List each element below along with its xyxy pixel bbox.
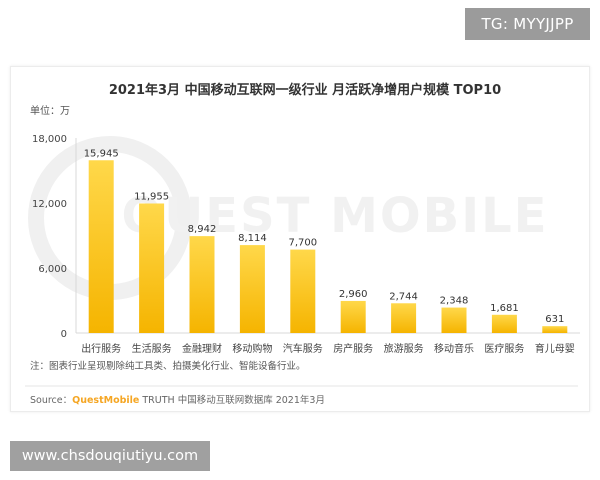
- bar: [189, 236, 215, 333]
- bar: [139, 203, 165, 333]
- source-line: Source：QuestMobile TRUTH 中国移动互联网数据库 2021…: [30, 394, 325, 406]
- x-category-label: 旅游服务: [384, 342, 424, 355]
- y-tick-label: 0: [61, 329, 67, 340]
- source-rest: TRUTH 中国移动互联网数据库 2021年3月: [139, 394, 325, 406]
- bar: [441, 307, 467, 333]
- source-prefix: Source：: [30, 395, 72, 406]
- watermark-text: QUEST MOBILE: [122, 188, 549, 244]
- bar-value-label: 11,955: [134, 191, 169, 202]
- unit-label: 单位：万: [30, 104, 70, 117]
- y-tick-label: 12,000: [32, 199, 67, 210]
- bar-value-label: 8,114: [238, 233, 267, 244]
- x-category-label: 医疗服务: [484, 342, 524, 355]
- x-category-label: 金融理财: [182, 342, 222, 355]
- bar: [391, 303, 417, 333]
- x-category-label: 生活服务: [132, 342, 172, 355]
- bar-value-label: 1,681: [490, 303, 519, 314]
- bar: [239, 245, 265, 333]
- y-tick-label: 6,000: [38, 264, 67, 275]
- tg-badge: TG: MYYJJPP: [465, 8, 590, 40]
- source-brand: QuestMobile: [72, 395, 139, 406]
- x-category-label: 汽车服务: [283, 342, 323, 355]
- chart-note: 注：图表行业呈现剔除纯工具类、拍摄美化行业、智能设备行业。: [30, 360, 306, 372]
- bar-value-label: 7,700: [288, 238, 317, 249]
- bar: [88, 160, 114, 333]
- x-category-label: 出行服务: [81, 342, 121, 355]
- x-category-label: 移动音乐: [434, 342, 474, 355]
- x-category-label: 房产服务: [333, 342, 373, 355]
- chart-title: 2021年3月 中国移动互联网一级行业 月活跃净增用户规模 TOP10: [109, 82, 501, 98]
- bar: [340, 300, 366, 333]
- x-category-label: 移动购物: [232, 342, 272, 355]
- bar-value-label: 631: [545, 314, 564, 325]
- bar-value-label: 2,744: [389, 291, 418, 302]
- x-category-label: 育儿母婴: [535, 342, 575, 355]
- y-tick-label: 18,000: [32, 134, 67, 145]
- bar-value-label: 8,942: [188, 224, 217, 235]
- bar-value-label: 2,348: [440, 296, 469, 307]
- bar: [542, 326, 568, 333]
- site-url-badge: www.chsdouqiutiyu.com: [10, 441, 210, 471]
- bar: [290, 249, 316, 333]
- bar-value-label: 2,960: [339, 289, 368, 300]
- bar-value-label: 15,945: [84, 148, 119, 159]
- bar: [491, 314, 517, 333]
